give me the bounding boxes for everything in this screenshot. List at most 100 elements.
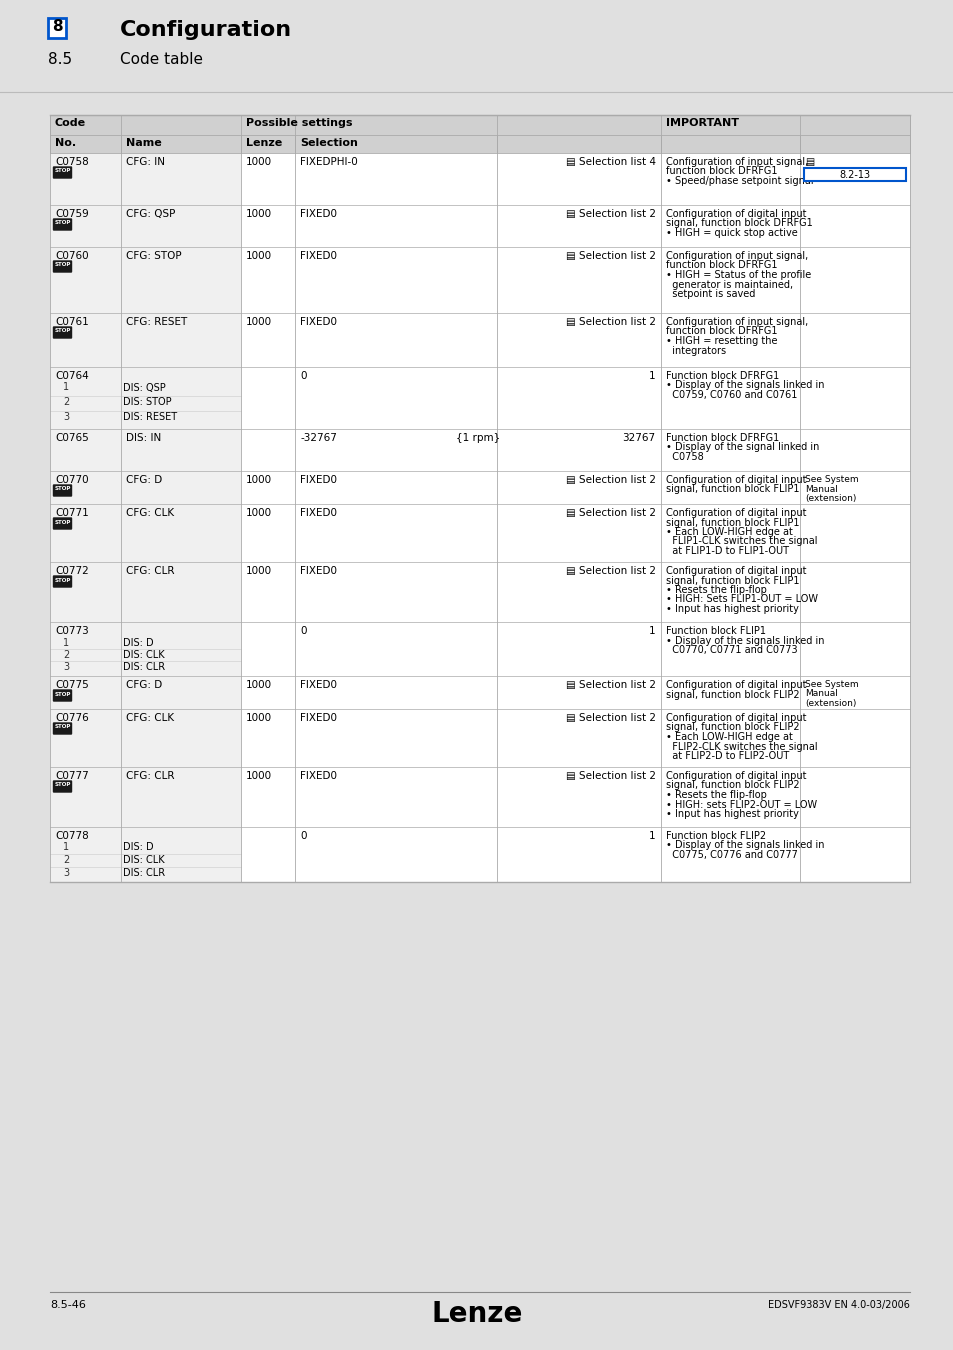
Text: function block DFRFG1: function block DFRFG1 bbox=[665, 327, 777, 336]
Bar bbox=[241, 676, 294, 709]
Bar bbox=[241, 153, 294, 205]
Bar bbox=[241, 367, 294, 429]
Text: STOP: STOP bbox=[54, 691, 71, 697]
Text: CFG: IN: CFG: IN bbox=[126, 157, 164, 167]
Text: 8.5-46: 8.5-46 bbox=[50, 1300, 86, 1310]
Text: 3: 3 bbox=[63, 868, 69, 878]
Bar bbox=[659, 471, 799, 504]
Bar bbox=[294, 367, 659, 429]
Bar bbox=[120, 676, 241, 709]
Text: • Display of the signals linked in: • Display of the signals linked in bbox=[665, 381, 823, 390]
Bar bbox=[50, 709, 909, 767]
Text: DIS: D: DIS: D bbox=[122, 637, 153, 648]
Bar bbox=[50, 367, 909, 429]
Text: CFG: CLK: CFG: CLK bbox=[126, 508, 173, 518]
Bar bbox=[50, 767, 120, 828]
Bar bbox=[50, 504, 909, 562]
Text: 0: 0 bbox=[300, 626, 306, 636]
FancyBboxPatch shape bbox=[53, 780, 71, 792]
Bar bbox=[803, 167, 905, 181]
Bar bbox=[799, 247, 909, 313]
Text: 1000: 1000 bbox=[246, 317, 272, 327]
Text: • Resets the flip-flop: • Resets the flip-flop bbox=[665, 585, 765, 595]
Bar bbox=[50, 828, 909, 882]
Text: • HIGH: Sets FLIP1-OUT = LOW: • HIGH: Sets FLIP1-OUT = LOW bbox=[665, 594, 817, 605]
Bar bbox=[294, 135, 659, 153]
Bar bbox=[120, 153, 241, 205]
Text: • Input has highest priority: • Input has highest priority bbox=[665, 809, 798, 819]
Text: signal, function block FLIP1: signal, function block FLIP1 bbox=[665, 575, 799, 586]
Text: Configuration of digital input: Configuration of digital input bbox=[665, 209, 805, 219]
Text: IMPORTANT: IMPORTANT bbox=[665, 117, 738, 128]
Text: CFG: QSP: CFG: QSP bbox=[126, 209, 174, 219]
Text: Configuration of digital input: Configuration of digital input bbox=[665, 475, 805, 485]
Bar bbox=[294, 676, 659, 709]
Text: STOP: STOP bbox=[54, 262, 71, 267]
Text: generator is maintained,: generator is maintained, bbox=[665, 279, 792, 289]
Text: 1: 1 bbox=[63, 637, 69, 648]
Bar bbox=[50, 247, 120, 313]
FancyBboxPatch shape bbox=[53, 261, 71, 273]
Bar bbox=[294, 504, 659, 562]
FancyBboxPatch shape bbox=[53, 166, 71, 178]
Text: CFG: D: CFG: D bbox=[126, 680, 162, 690]
Text: CFG: CLR: CFG: CLR bbox=[126, 566, 173, 576]
Bar bbox=[659, 153, 799, 205]
FancyBboxPatch shape bbox=[53, 517, 71, 529]
Bar bbox=[50, 471, 909, 504]
Bar bbox=[294, 562, 659, 622]
Text: 1: 1 bbox=[63, 842, 69, 852]
Bar bbox=[294, 429, 659, 471]
Bar bbox=[659, 504, 799, 562]
Bar bbox=[659, 247, 799, 313]
Text: • HIGH: sets FLIP2-OUT = LOW: • HIGH: sets FLIP2-OUT = LOW bbox=[665, 799, 816, 810]
Bar bbox=[50, 471, 120, 504]
Text: C0770: C0770 bbox=[55, 475, 89, 485]
Text: 1000: 1000 bbox=[246, 713, 272, 724]
Text: DIS: IN: DIS: IN bbox=[126, 433, 161, 443]
Text: Function block FLIP1: Function block FLIP1 bbox=[665, 626, 765, 636]
Text: C0758: C0758 bbox=[665, 452, 702, 462]
Text: Configuration of input signal,: Configuration of input signal, bbox=[665, 317, 807, 327]
FancyBboxPatch shape bbox=[53, 327, 71, 339]
Text: DIS: CLK: DIS: CLK bbox=[122, 855, 164, 865]
Text: • Each LOW-HIGH edge at: • Each LOW-HIGH edge at bbox=[665, 732, 792, 742]
Text: 1000: 1000 bbox=[246, 771, 272, 782]
Text: C0759: C0759 bbox=[55, 209, 89, 219]
Text: (extension): (extension) bbox=[804, 494, 856, 504]
Bar bbox=[799, 153, 909, 205]
Text: C0778: C0778 bbox=[55, 832, 89, 841]
Bar bbox=[799, 562, 909, 622]
Text: function block DFRFG1: function block DFRFG1 bbox=[665, 261, 777, 270]
Text: signal, function block FLIP2: signal, function block FLIP2 bbox=[665, 690, 799, 699]
Bar bbox=[241, 429, 294, 471]
Text: C0775: C0775 bbox=[55, 680, 89, 690]
Text: ▤ Selection list 2: ▤ Selection list 2 bbox=[565, 475, 655, 485]
Text: {1 rpm}: {1 rpm} bbox=[456, 433, 499, 443]
Text: C0761: C0761 bbox=[55, 317, 89, 327]
Bar bbox=[50, 828, 120, 882]
Text: 1: 1 bbox=[648, 832, 655, 841]
Text: Function block DFRFG1: Function block DFRFG1 bbox=[665, 371, 778, 381]
Text: Configuration: Configuration bbox=[120, 20, 292, 40]
Bar bbox=[50, 767, 909, 828]
Text: 1000: 1000 bbox=[246, 566, 272, 576]
Bar bbox=[120, 247, 241, 313]
Bar bbox=[120, 313, 241, 367]
Text: DIS: CLK: DIS: CLK bbox=[122, 649, 164, 660]
Text: STOP: STOP bbox=[54, 725, 71, 729]
Text: • Display of the signals linked in: • Display of the signals linked in bbox=[665, 636, 823, 645]
Text: signal, function block DFRFG1: signal, function block DFRFG1 bbox=[665, 219, 812, 228]
Text: Manual: Manual bbox=[804, 690, 837, 698]
Text: C0777: C0777 bbox=[55, 771, 89, 782]
Bar bbox=[241, 135, 294, 153]
Text: DIS: CLR: DIS: CLR bbox=[122, 662, 165, 672]
Text: ▤ Selection list 2: ▤ Selection list 2 bbox=[565, 209, 655, 219]
Bar bbox=[294, 767, 659, 828]
Text: • Input has highest priority: • Input has highest priority bbox=[665, 603, 798, 614]
Bar bbox=[659, 562, 799, 622]
Text: ▤ Selection list 2: ▤ Selection list 2 bbox=[565, 713, 655, 724]
Text: FLIP2-CLK switches the signal: FLIP2-CLK switches the signal bbox=[665, 741, 817, 752]
Text: signal, function block FLIP2: signal, function block FLIP2 bbox=[665, 780, 799, 791]
Bar bbox=[659, 205, 799, 247]
